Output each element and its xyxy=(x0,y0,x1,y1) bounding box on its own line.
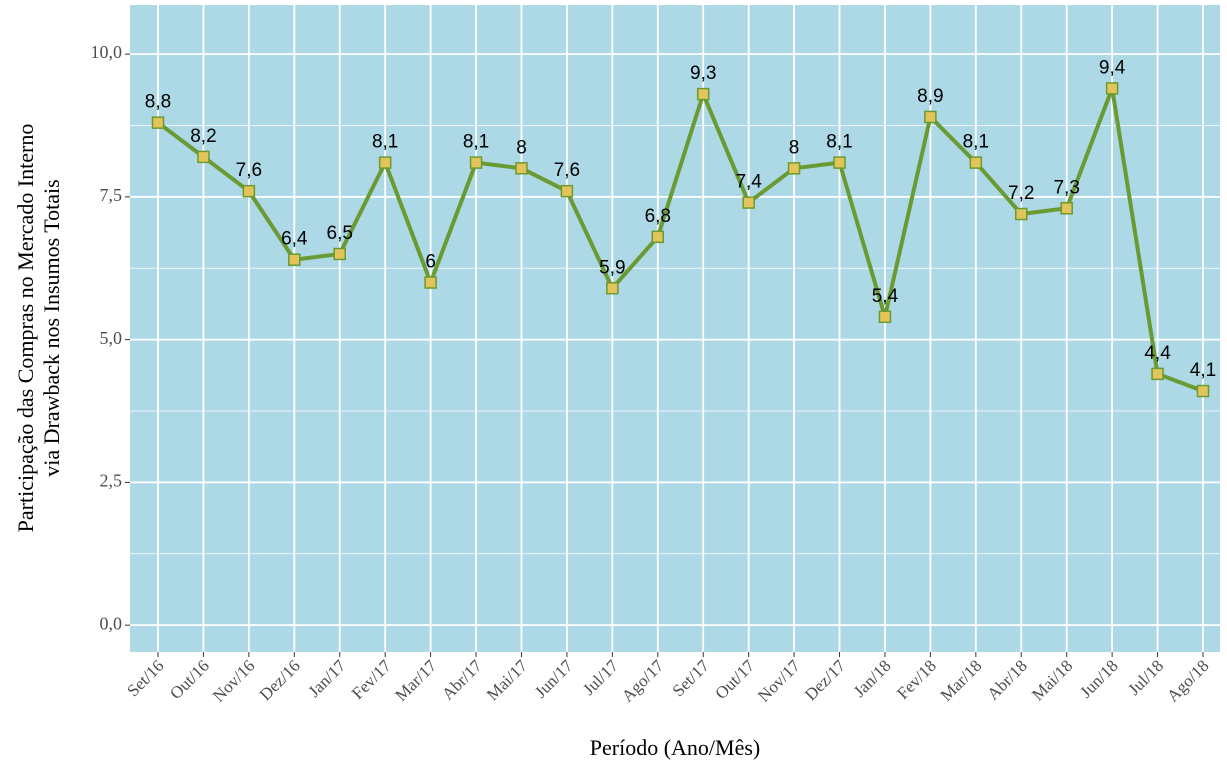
data-label: 8,1 xyxy=(463,132,489,153)
x-tick-label: Jul/18 xyxy=(1124,656,1167,699)
data-label: 7,6 xyxy=(236,160,262,181)
point xyxy=(606,281,619,295)
point xyxy=(378,156,392,169)
x-tick-label: Out/17 xyxy=(711,656,758,703)
point xyxy=(969,156,983,169)
point xyxy=(424,276,437,289)
y-tick-label: 0,0 xyxy=(100,613,123,633)
x-tick-label: Out/16 xyxy=(166,656,213,703)
x-tick-label: Dez/16 xyxy=(256,656,304,704)
point xyxy=(197,150,210,164)
data-label: 7,2 xyxy=(1008,183,1034,204)
x-tick-label: Mar/17 xyxy=(391,656,440,705)
x-tick-label: Jan/17 xyxy=(305,656,350,701)
point xyxy=(1151,367,1164,381)
point xyxy=(742,196,755,209)
data-label: 8,2 xyxy=(190,126,216,147)
x-tick-label: Mar/18 xyxy=(937,656,986,705)
point xyxy=(651,230,665,244)
data-label: 7,3 xyxy=(1053,177,1079,198)
point xyxy=(151,116,165,129)
x-tick-label: Mai/18 xyxy=(1028,656,1076,704)
y-tick-label: 5,0 xyxy=(100,328,123,348)
x-tick-label: Set/16 xyxy=(123,656,167,700)
x-tick-label: Jan/18 xyxy=(850,656,895,701)
data-label: 4,1 xyxy=(1190,360,1216,381)
x-tick-label: Jun/18 xyxy=(1076,656,1121,701)
x-tick-label: Fev/18 xyxy=(893,656,940,703)
point xyxy=(878,310,892,324)
point xyxy=(515,162,528,175)
data-label: 4,4 xyxy=(1144,343,1171,364)
data-label: 5,9 xyxy=(599,257,625,278)
data-label: 9,3 xyxy=(690,63,716,84)
point xyxy=(469,156,483,169)
point xyxy=(696,87,710,101)
point xyxy=(787,162,801,175)
x-tick-label: Set/17 xyxy=(669,656,714,701)
line xyxy=(156,86,1204,393)
data-label: 6 xyxy=(425,252,436,273)
data-label: 7,6 xyxy=(554,160,580,181)
x-tick-label: Ago/18 xyxy=(1163,656,1212,705)
y-axis-title: Participação das Compras no Mercado Inte… xyxy=(13,124,38,533)
point xyxy=(1015,207,1028,221)
y-axis-title: via Drawback nos Insumos Totais xyxy=(39,179,64,476)
data-label: 7,4 xyxy=(735,172,762,193)
data-label: 8,1 xyxy=(826,132,852,153)
x-tick-label: Nov/16 xyxy=(209,656,258,705)
data-label: 8 xyxy=(789,137,800,158)
point xyxy=(1060,202,1073,215)
data-label: 6,4 xyxy=(281,229,308,250)
x-axis-title: Período (Ano/Mês) xyxy=(590,735,760,760)
point xyxy=(1105,82,1119,95)
x-tick-label: Abr/17 xyxy=(438,656,486,704)
x-tick-label: Nov/17 xyxy=(754,656,804,706)
data-label: 8,8 xyxy=(145,92,171,113)
point xyxy=(833,156,846,169)
data-label: 8,1 xyxy=(963,132,989,153)
x-tick-label: Abr/18 xyxy=(983,656,1030,703)
x-tick-label: Jul/17 xyxy=(579,656,622,699)
data-label: 6,5 xyxy=(327,223,353,244)
data-label: 5,4 xyxy=(872,286,899,307)
point xyxy=(242,184,256,198)
point xyxy=(1196,384,1210,398)
data-label: 8,1 xyxy=(372,132,398,153)
data-label: 9,4 xyxy=(1099,57,1126,78)
x-tick-label: Jun/17 xyxy=(531,656,577,702)
x-tick-label: Fev/17 xyxy=(348,656,395,703)
data-label: 8,9 xyxy=(917,86,943,107)
point xyxy=(333,247,346,261)
point xyxy=(560,184,574,198)
x-tick-label: Ago/17 xyxy=(618,656,668,706)
x-tick-label: Mai/17 xyxy=(483,656,532,705)
y-tick-label: 10,0 xyxy=(91,42,123,62)
point xyxy=(288,253,301,266)
y-tick-label: 2,5 xyxy=(100,471,123,491)
plot-background xyxy=(130,5,1220,652)
y-tick-label: 7,5 xyxy=(100,185,123,205)
point xyxy=(924,110,937,124)
data-label: 8 xyxy=(516,137,527,158)
data-label: 6,8 xyxy=(645,206,671,227)
x-tick-label: Dez/17 xyxy=(801,656,850,705)
